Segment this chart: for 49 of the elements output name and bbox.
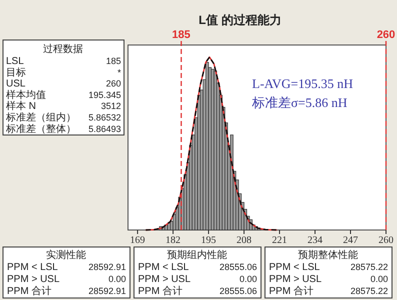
text: 预期组内性能	[167, 249, 227, 261]
text: LSL	[6, 56, 24, 67]
x-tick-label: 195	[201, 235, 216, 246]
text: 28575.22	[350, 286, 388, 296]
text: PPM < LSL	[138, 262, 190, 273]
text: PPM < LSL	[269, 262, 320, 273]
text: 目标	[6, 66, 26, 78]
text: 标准差（组内）	[5, 112, 76, 124]
text: PPM 合计	[269, 285, 314, 297]
text: 195.345	[88, 90, 121, 100]
text: PPM > USL	[269, 274, 322, 285]
x-tick-label: 221	[272, 235, 288, 246]
x-tick-label: 260	[378, 235, 394, 246]
text: 28592.91	[88, 262, 126, 272]
text: 过程数据	[43, 43, 83, 55]
text: 实测性能	[46, 249, 86, 261]
text: 预期整体性能	[298, 249, 358, 261]
x-tick-label: 247	[343, 235, 358, 246]
text: PPM 合计	[7, 285, 52, 297]
text: 3512	[100, 101, 121, 112]
text: 样本 N	[6, 100, 36, 112]
text: 0.00	[370, 274, 388, 284]
text: 0.00	[108, 274, 126, 284]
text: PPM 合计	[138, 285, 182, 297]
annotation: 标准差σ=5.86 nH	[251, 95, 348, 110]
x-tick-label: 182	[166, 235, 181, 246]
x-tick-label: 234	[308, 235, 323, 246]
text: 28555.06	[219, 286, 257, 296]
text: PPM > USL	[138, 274, 191, 285]
text: 28575.22	[350, 262, 388, 272]
ref-line-label: 260	[376, 29, 396, 41]
annotation: L-AVG=195.35 nH	[252, 76, 353, 91]
ref-line-label: 185	[172, 29, 190, 41]
text: 185	[106, 56, 121, 66]
text: 样本均值	[6, 88, 46, 101]
text: *	[117, 67, 122, 78]
chart-title: L值 的过程能力	[198, 13, 282, 27]
text: 5.86493	[88, 124, 121, 134]
text: 标准差（整体）	[5, 122, 76, 135]
text: PPM > USL	[7, 274, 60, 285]
text: 28592.91	[88, 286, 126, 296]
text: PPM < LSL	[7, 262, 58, 273]
x-tick-label: 169	[130, 235, 146, 246]
text: 260	[106, 78, 121, 89]
text: USL	[6, 78, 26, 90]
x-tick-label: 208	[236, 235, 252, 246]
text: 5.86532	[88, 112, 121, 122]
text: 0.00	[239, 274, 257, 284]
text: 28555.06	[219, 262, 257, 272]
